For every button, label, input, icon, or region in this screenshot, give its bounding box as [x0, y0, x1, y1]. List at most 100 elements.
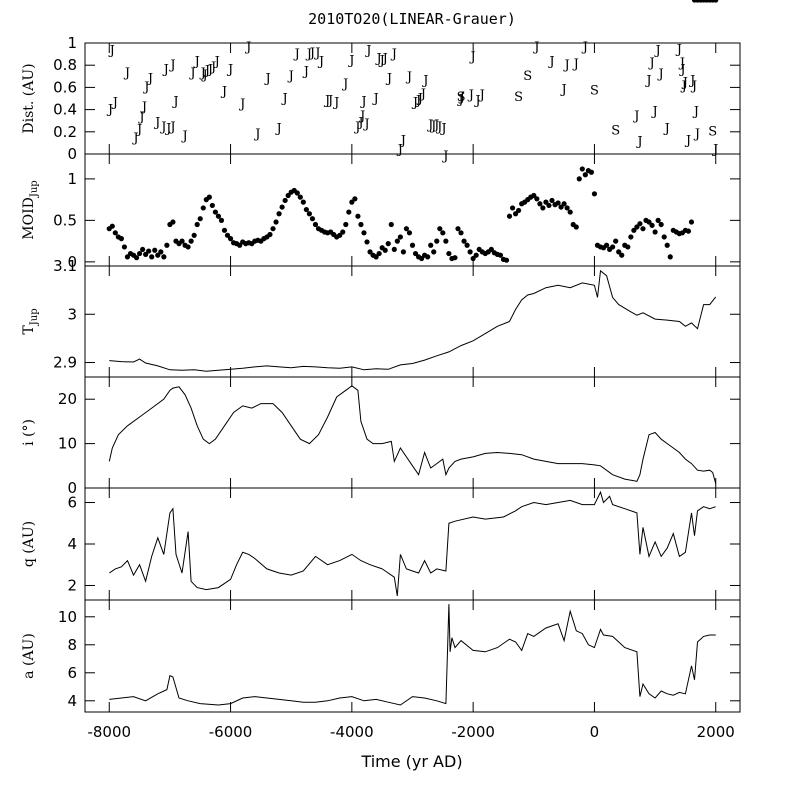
moid-point: [221, 227, 228, 233]
moid-point: [270, 226, 276, 232]
moid-point: [361, 230, 367, 236]
moid-point: [212, 209, 218, 215]
series-line-q: [109, 490, 716, 596]
close-approach-marker: J: [693, 127, 700, 142]
close-approach-marker: J: [264, 71, 271, 86]
moid-point: [124, 254, 131, 260]
moid-point: [146, 248, 152, 254]
close-approach-marker: J: [164, 121, 171, 136]
close-approach-marker: J: [426, 118, 433, 133]
moid-point: [279, 204, 285, 210]
moid-point: [155, 252, 161, 258]
moid-point: [391, 246, 397, 253]
close-approach-marker: J: [678, 56, 685, 71]
close-approach-marker: S: [514, 90, 523, 105]
y-tick-label: 4: [67, 692, 77, 710]
moid-point: [497, 252, 504, 258]
y-tick-label: 0: [67, 479, 77, 497]
moid-point: [218, 217, 225, 223]
moid-point: [303, 206, 309, 213]
moid-point: [464, 242, 470, 248]
moid-point: [634, 224, 640, 230]
moid-point: [461, 238, 467, 244]
moid-point: [646, 219, 652, 225]
moid-point: [418, 255, 425, 262]
moid-point: [352, 196, 358, 202]
close-approach-marker: J: [168, 58, 175, 73]
close-approach-marker: J: [308, 46, 315, 61]
moid-point: [185, 244, 191, 250]
close-approach-marker: J: [244, 40, 251, 55]
moid-point: [149, 254, 155, 260]
close-approach-marker: J: [435, 120, 442, 135]
moid-point: [503, 257, 510, 263]
close-approach-marker: J: [359, 95, 366, 110]
moid-point: [355, 213, 361, 219]
x-tick-label: 0: [590, 723, 600, 741]
moid-point: [397, 234, 403, 240]
moid-point: [613, 238, 619, 244]
series-line-a: [109, 604, 716, 706]
close-approach-marker: J: [168, 120, 175, 135]
close-approach-marker: J: [375, 51, 382, 66]
moid-point: [603, 242, 610, 248]
y-tick-label: 0.5: [53, 211, 77, 229]
moid-point: [440, 230, 446, 236]
close-approach-marker: J: [137, 110, 144, 125]
moid-point: [534, 196, 540, 202]
close-approach-marker: J: [313, 46, 320, 61]
close-approach-marker: J: [396, 142, 403, 157]
moid-point: [136, 250, 143, 257]
moid-point: [194, 221, 200, 228]
close-approach-marker: J: [226, 62, 233, 77]
close-approach-marker: J: [180, 129, 187, 144]
moid-point: [434, 238, 440, 244]
close-approach-marker: J: [199, 66, 206, 81]
moid-point: [567, 209, 573, 215]
moid-point: [346, 209, 352, 215]
moid-point: [446, 250, 452, 257]
y-tick-label: 0.4: [53, 101, 77, 119]
moid-point: [215, 213, 222, 219]
moid-point: [309, 216, 316, 222]
close-approach-marker: J: [456, 92, 463, 107]
moid-point: [558, 204, 564, 210]
moid-point: [685, 228, 692, 234]
close-approach-marker: J: [563, 58, 570, 73]
y-axis-label: TJup: [21, 308, 40, 334]
moid-point: [652, 229, 658, 235]
panel-frame: [84, 599, 741, 713]
close-approach-marker: J: [356, 116, 363, 131]
close-approach-marker: J: [692, 105, 699, 120]
moid-point: [625, 244, 631, 250]
moid-point: [300, 199, 306, 205]
panel-tjup: 2.9 3 3.1 TJup: [21, 257, 741, 378]
close-approach-marker: J: [253, 127, 260, 142]
close-approach-marker: S: [523, 69, 532, 84]
close-approach-marker: J: [439, 121, 446, 136]
close-approach-marker: J: [274, 121, 281, 136]
close-approach-marker: J: [193, 55, 200, 70]
close-approach-marker: J: [429, 119, 436, 134]
close-approach-marker: J: [381, 51, 388, 66]
close-approach-marker: J: [688, 74, 695, 89]
moid-point: [191, 232, 197, 238]
moid-point: [118, 236, 124, 242]
moid-point: [713, 0, 719, 3]
moid-point: [546, 202, 552, 209]
moid-point: [285, 192, 291, 199]
y-axis-label: i (°): [21, 419, 37, 446]
moid-point: [540, 205, 546, 211]
x-axis-label: Time (yr AD): [360, 752, 462, 771]
y-tick-label: 0.2: [53, 123, 77, 141]
close-approach-marker: J: [353, 120, 360, 135]
close-approach-marker: J: [153, 116, 160, 131]
close-approach-marker: J: [399, 133, 406, 148]
moid-point: [576, 176, 582, 182]
moid-point: [610, 244, 616, 250]
close-approach-marker: J: [675, 42, 682, 57]
close-approach-marker: J: [690, 79, 697, 94]
moid-point: [509, 205, 516, 211]
close-approach-marker: J: [140, 100, 147, 115]
